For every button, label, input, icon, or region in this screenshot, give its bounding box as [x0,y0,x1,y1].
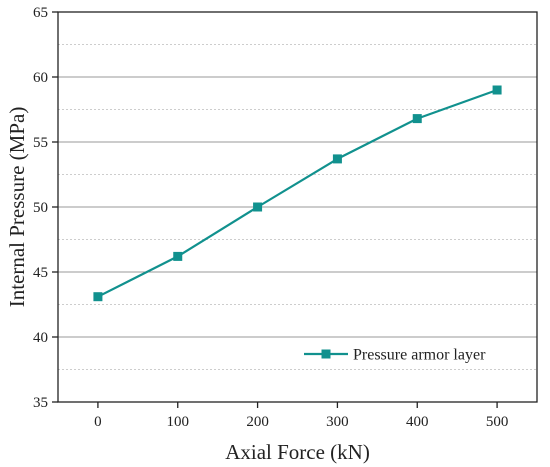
grid-lines [58,76,537,338]
data-point-marker [253,202,263,212]
y-axis-title: Internal Pressure (MPa) [5,107,29,308]
x-tick-label: 300 [326,414,349,430]
y-axis-tick-labels: 35 40 45 50 55 60 65 [33,5,48,411]
y-tick-label: 40 [33,330,48,346]
x-axis-tick-labels: 0 100 200 300 400 500 [94,414,508,430]
y-tick-label: 50 [33,200,48,216]
data-point-marker [173,251,183,261]
data-point-marker [93,292,103,302]
x-axis-title: Axial Force (kN) [225,440,370,464]
legend-label: Pressure armor layer [353,347,486,364]
y-tick-label: 65 [33,5,48,21]
y-tick-label: 55 [33,135,48,151]
data-point-marker [332,154,342,164]
series-layer [93,85,502,302]
legend: Pressure armor layer [304,347,486,364]
legend-marker-swatch [321,349,331,359]
axis-ticks [52,11,498,408]
series-line [97,88,498,298]
x-tick-label: 500 [486,414,509,430]
x-tick-label: 0 [94,414,102,430]
y-tick-label: 60 [33,70,48,86]
x-tick-label: 100 [167,414,190,430]
x-tick-label: 200 [246,414,269,430]
y-tick-label: 35 [33,395,48,411]
x-tick-label: 400 [406,414,429,430]
data-point-marker [412,114,422,124]
data-point-marker [492,85,502,95]
y-tick-label: 45 [33,265,48,281]
